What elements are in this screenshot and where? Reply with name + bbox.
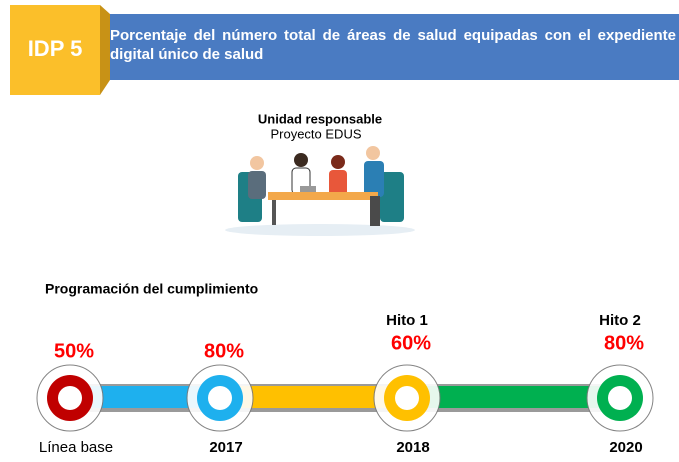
milestone-label: 2018 bbox=[396, 439, 429, 456]
milestone-percent: 50% bbox=[54, 340, 94, 362]
header-title: Porcentaje del número total de áreas de … bbox=[110, 26, 676, 64]
badge-text: IDP 5 bbox=[28, 36, 83, 61]
badge-fold bbox=[100, 5, 110, 95]
milestone-percent: 60% bbox=[391, 332, 431, 354]
responsible-heading: Unidad responsable bbox=[258, 111, 382, 126]
header-title-box: Porcentaje del número total de áreas de … bbox=[110, 26, 676, 74]
milestone-label: Línea base bbox=[39, 439, 113, 456]
milestone-hito: Hito 1 bbox=[386, 312, 428, 329]
schedule-title: Programación del cumplimiento bbox=[45, 281, 258, 297]
responsible-name: Proyecto EDUS bbox=[270, 126, 361, 141]
milestone-hito: Hito 2 bbox=[599, 312, 641, 329]
milestone-percent: 80% bbox=[204, 340, 244, 362]
timeline: 50% Línea base 80% 2017 Hito 1 60% 2018 Hito 2 8… bbox=[37, 312, 653, 456]
milestone-core bbox=[58, 386, 82, 410]
page: IDP 5 Porcentaje del número total de áre… bbox=[0, 0, 679, 462]
milestone-core bbox=[608, 386, 632, 410]
milestone-core bbox=[208, 386, 232, 410]
milestone-label: 2017 bbox=[209, 439, 242, 456]
milestone-core bbox=[395, 386, 419, 410]
meeting-illustration bbox=[225, 146, 415, 236]
milestone-percent: 80% bbox=[604, 332, 644, 354]
milestone-label: 2020 bbox=[609, 439, 642, 456]
